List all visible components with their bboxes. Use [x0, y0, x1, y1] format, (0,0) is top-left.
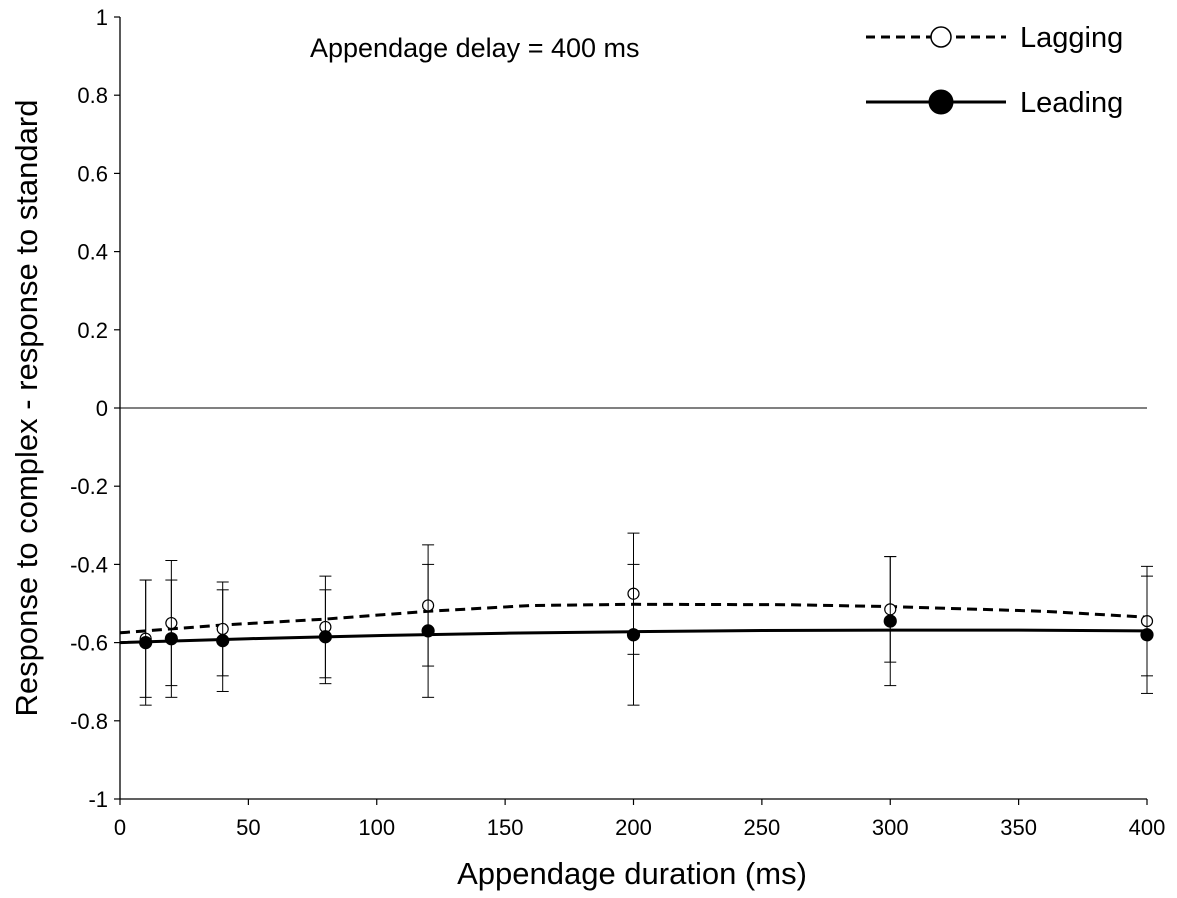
y-tick-label: 0.2 [77, 318, 108, 343]
legend-leading-marker [928, 89, 954, 115]
y-tick-label: 0.8 [77, 83, 108, 108]
data-point-leading [216, 634, 230, 648]
y-tick-label: 0.4 [77, 240, 108, 265]
y-tick-label: 0 [96, 396, 108, 421]
axes: 10.80.60.40.20-0.2-0.4-0.6-0.8-10 50 100 15… [70, 5, 1165, 840]
x-tick-label: 50 [236, 815, 260, 840]
chart-marks [119, 532, 1154, 706]
series-line-lagging [119, 602, 1148, 635]
data-point-leading [626, 628, 641, 642]
x-tick-label: 250 [744, 815, 781, 840]
data-point-leading [1140, 628, 1154, 642]
y-tick-label: 0.6 [77, 161, 108, 186]
y-tick-label: -0.6 [70, 631, 108, 656]
x-tick-label: 150 [487, 815, 524, 840]
data-point-leading [421, 624, 435, 638]
x-tick-label: 100 [358, 815, 395, 840]
x-tick-label: 350 [1000, 815, 1037, 840]
y-tick-label: 1 [96, 5, 108, 30]
data-point-leading [318, 630, 332, 644]
data-point-leading [164, 632, 178, 646]
legend-lagging-label: Lagging [1020, 22, 1123, 54]
data-point-leading [139, 635, 153, 650]
data-point-leading [883, 614, 897, 628]
y-tick-label: -0.8 [70, 709, 108, 734]
x-tick-label: 300 [872, 815, 909, 840]
legend-lagging-marker [930, 26, 952, 48]
x-tick-label: 0 [114, 815, 126, 840]
x-axis-title: Appendage duration (ms) [457, 856, 807, 891]
y-axis-title: Response to complex - response to standa… [9, 100, 44, 717]
legend-leading-label: Leading [1020, 87, 1123, 119]
x-tick-label: 400 [1129, 815, 1166, 840]
legend: Lagging Leading [866, 22, 1123, 119]
y-tick-label: -1 [88, 787, 108, 812]
y-tick-label: -0.4 [70, 552, 108, 577]
x-tick-label: 200 [615, 815, 652, 840]
y-tick-label: -0.2 [70, 474, 108, 499]
chart-annotation: Appendage delay = 400 ms [310, 33, 640, 63]
